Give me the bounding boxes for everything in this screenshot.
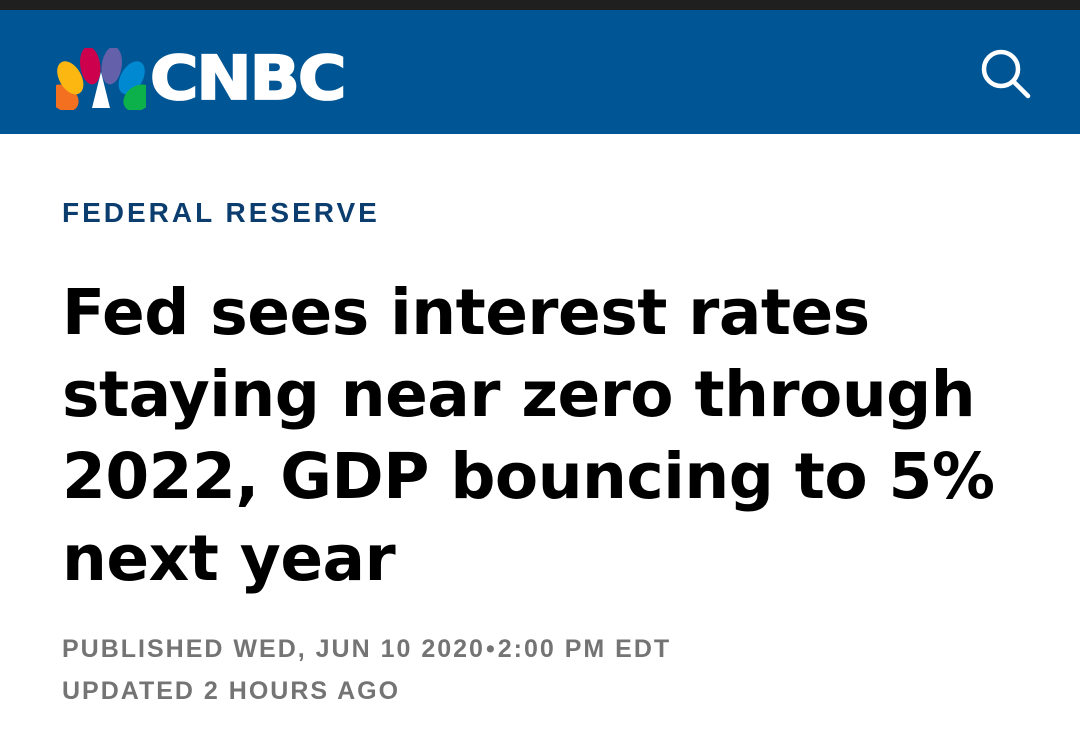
article-headline: Fed sees interest rates staying near zer… (62, 276, 995, 595)
published-timestamp: PUBLISHED WED, JUN 10 2020•2:00 PM EDT (62, 634, 671, 664)
published-date: WED, JUN 10 2020 (233, 635, 485, 663)
site-header: CNBC (0, 10, 1080, 134)
published-time: 2:00 PM EDT (497, 635, 672, 663)
search-icon (981, 49, 1031, 99)
status-bar (0, 0, 1080, 10)
search-button[interactable] (970, 38, 1042, 110)
published-prefix: PUBLISHED (62, 635, 225, 663)
updated-timestamp: UPDATED 2 HOURS AGO (62, 677, 401, 705)
cnbc-logo[interactable]: CNBC (56, 43, 347, 114)
meta-separator: • (485, 635, 497, 663)
section-label[interactable]: FEDERAL RESERVE (62, 197, 380, 228)
brand-wordmark: CNBC (149, 43, 347, 114)
peacock-icon (56, 48, 146, 110)
